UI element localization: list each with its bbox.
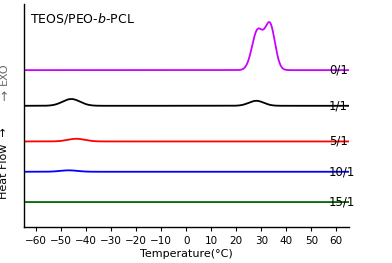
Text: 5/1: 5/1 bbox=[329, 135, 348, 148]
X-axis label: Temperature(°C): Temperature(°C) bbox=[140, 249, 233, 259]
Text: 0/1: 0/1 bbox=[329, 64, 348, 77]
Text: ↑: ↑ bbox=[0, 91, 9, 104]
Text: TEOS/PEO-$\it{b}$-PCL: TEOS/PEO-$\it{b}$-PCL bbox=[30, 11, 135, 26]
Text: 1/1: 1/1 bbox=[329, 99, 348, 112]
Text: Heat Flow  →: Heat Flow → bbox=[0, 127, 9, 199]
Text: 15/1: 15/1 bbox=[329, 196, 355, 209]
Text: EXO: EXO bbox=[0, 62, 9, 85]
Text: 10/1: 10/1 bbox=[329, 165, 355, 178]
